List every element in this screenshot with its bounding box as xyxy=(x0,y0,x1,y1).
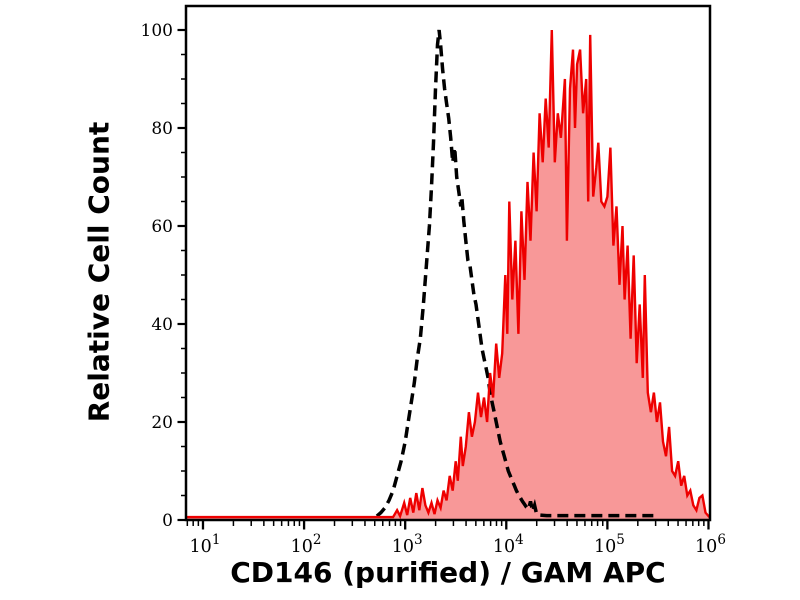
svg-text:105: 105 xyxy=(594,532,625,557)
x-axis-tick-labels: 101 102 103 104 105 106 xyxy=(190,532,726,557)
svg-text:80: 80 xyxy=(151,119,173,139)
y-axis-tick-labels: 0 20 40 60 80 100 xyxy=(141,21,173,531)
svg-text:101: 101 xyxy=(190,532,221,557)
negative-control-curve xyxy=(375,29,658,518)
x-axis-label: CD146 (purified) / GAM APC xyxy=(230,556,666,589)
svg-text:103: 103 xyxy=(392,532,423,557)
svg-text:40: 40 xyxy=(151,315,173,335)
x-axis-ticks xyxy=(186,521,710,530)
svg-text:0: 0 xyxy=(162,511,173,531)
y-axis-label: Relative Cell Count xyxy=(82,121,116,423)
svg-text:104: 104 xyxy=(493,532,524,557)
svg-text:102: 102 xyxy=(291,532,322,557)
svg-text:20: 20 xyxy=(151,413,173,433)
svg-text:106: 106 xyxy=(695,532,726,557)
svg-text:100: 100 xyxy=(141,21,173,41)
cd146-curve xyxy=(186,29,711,520)
plot-frame xyxy=(184,4,712,522)
svg-text:60: 60 xyxy=(151,217,173,237)
y-axis-ticks xyxy=(177,28,185,522)
cd146-fill xyxy=(186,30,710,520)
